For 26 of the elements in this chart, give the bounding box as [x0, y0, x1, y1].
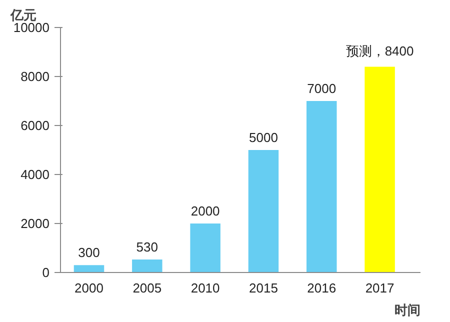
data-label: 300	[78, 245, 100, 260]
y-axis-title: 亿元	[10, 8, 36, 22]
x-tick-label: 2010	[190, 280, 220, 296]
bar	[132, 260, 162, 272]
x-tick-label: 2016	[307, 280, 336, 296]
bar	[306, 101, 337, 272]
bar	[364, 66, 395, 272]
x-tick-label: 2017	[365, 280, 394, 296]
y-tick-label: 4000	[20, 167, 50, 182]
data-label: 7000	[307, 81, 336, 96]
data-label: 2000	[190, 204, 220, 218]
y-tick-label: 6000	[20, 118, 50, 133]
data-label: 530	[136, 240, 158, 255]
x-tick-label: 2015	[249, 280, 278, 296]
data-label: 预测，8400	[346, 44, 414, 59]
data-label: 5000	[249, 130, 278, 145]
bar	[190, 224, 220, 272]
x-axis-title: 时间	[394, 302, 420, 318]
y-tick-label: 10000	[13, 20, 50, 35]
x-tick-label: 2005	[132, 280, 162, 296]
y-tick-label: 2000	[20, 216, 50, 231]
bar	[248, 150, 279, 272]
bar	[74, 265, 104, 272]
y-tick-label: 0	[42, 265, 50, 280]
x-tick-label: 2000	[74, 280, 104, 296]
y-tick-label: 8000	[20, 69, 50, 84]
